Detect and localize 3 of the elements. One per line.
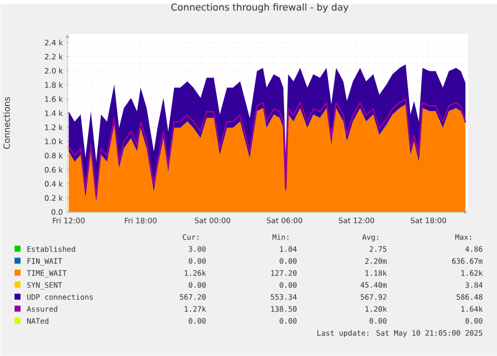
line-series bbox=[68, 98, 466, 198]
y-axis-title: Connections bbox=[3, 97, 10, 149]
chart-title: Connections through firewall - by day bbox=[171, 4, 348, 13]
